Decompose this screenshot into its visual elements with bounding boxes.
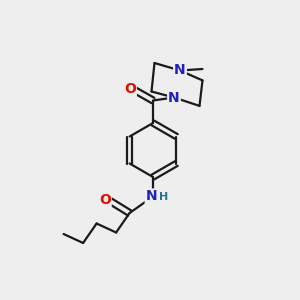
Text: O: O bbox=[99, 193, 111, 206]
Text: H: H bbox=[159, 191, 168, 202]
Text: N: N bbox=[168, 91, 180, 104]
Text: N: N bbox=[174, 64, 186, 77]
Text: O: O bbox=[124, 82, 136, 96]
Text: N: N bbox=[146, 190, 157, 203]
